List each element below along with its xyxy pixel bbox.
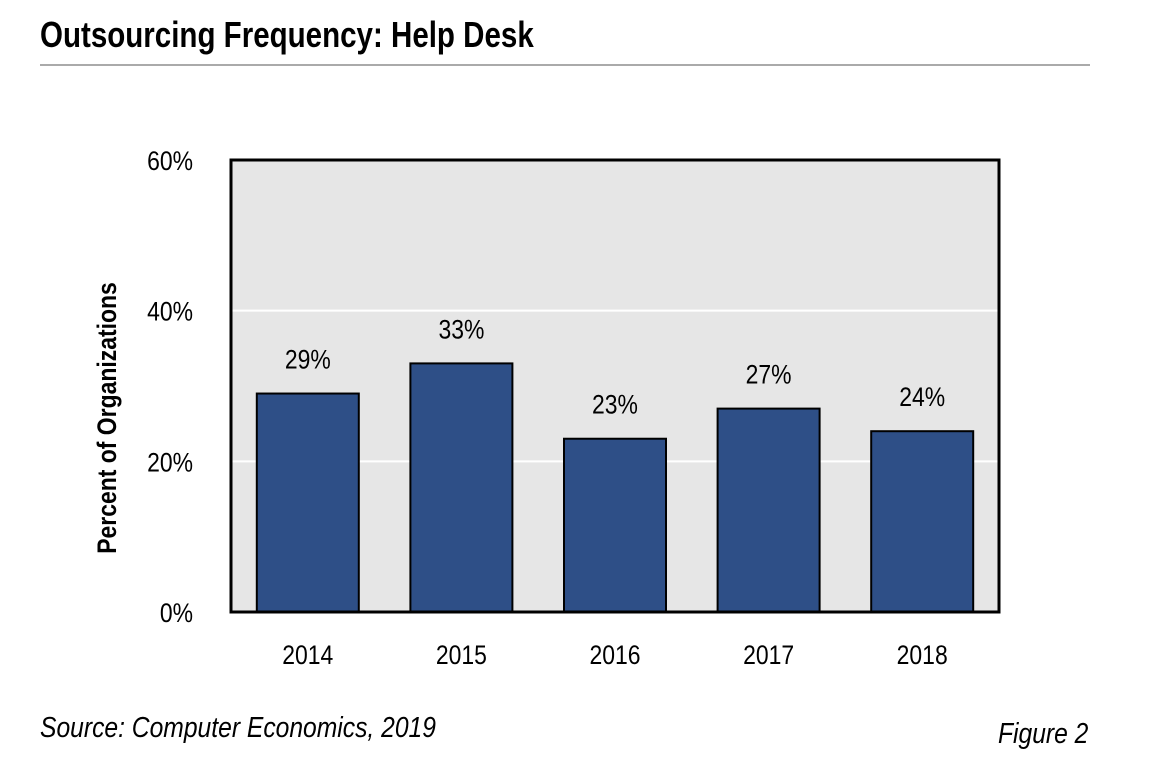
x-tick-label: 2015	[436, 640, 487, 670]
page-title: Outsourcing Frequency: Help Desk	[40, 14, 534, 55]
bar	[255, 392, 360, 613]
bar	[716, 407, 821, 613]
data-label: 24%	[899, 382, 945, 412]
y-tick-label: 60%	[147, 146, 193, 176]
bar	[409, 362, 514, 613]
bar	[563, 437, 667, 613]
y-tick-label: 40%	[147, 297, 193, 327]
source-note: Source: Computer Economics, 2019	[40, 712, 436, 744]
x-tick-label: 2017	[743, 640, 794, 670]
plot-border	[229, 158, 1001, 614]
y-tick-label: 20%	[147, 448, 193, 478]
bar	[870, 430, 975, 614]
data-label: 27%	[746, 360, 792, 390]
data-label: 33%	[438, 315, 484, 345]
y-tick-label: 0%	[160, 598, 193, 628]
title-divider	[40, 64, 1090, 66]
x-tick-label: 2014	[282, 640, 333, 670]
x-tick-label: 2016	[589, 640, 640, 670]
x-tick-label: 2018	[897, 640, 948, 670]
y-axis-label: Percent of Organizations	[92, 282, 122, 554]
data-label: 23%	[592, 390, 638, 420]
data-label: 29%	[285, 345, 331, 375]
figure-label: Figure 2	[997, 718, 1088, 750]
